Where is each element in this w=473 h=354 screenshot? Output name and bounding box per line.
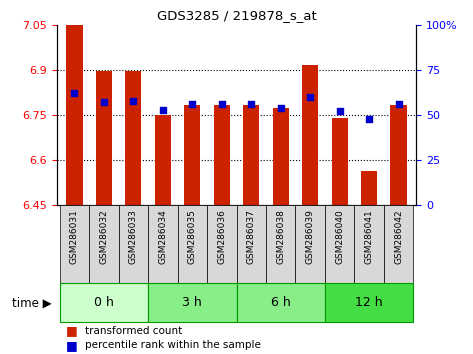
Bar: [296, 205, 325, 283]
Text: GSM286040: GSM286040: [335, 209, 344, 264]
Point: [277, 105, 284, 111]
Bar: [272, 108, 289, 205]
Bar: [243, 104, 259, 205]
Bar: [89, 205, 119, 283]
Point: [159, 107, 166, 113]
Point: [395, 101, 403, 107]
Bar: [148, 205, 177, 283]
Point: [336, 109, 343, 114]
Bar: [325, 283, 413, 322]
Text: GSM286042: GSM286042: [394, 209, 403, 264]
Bar: [302, 65, 318, 205]
Text: GSM286038: GSM286038: [276, 209, 285, 264]
Point: [189, 101, 196, 107]
Bar: [384, 205, 413, 283]
Point: [70, 91, 78, 96]
Bar: [266, 205, 296, 283]
Text: transformed count: transformed count: [85, 326, 183, 336]
Bar: [60, 283, 148, 322]
Bar: [236, 205, 266, 283]
Point: [307, 94, 314, 100]
Bar: [214, 104, 230, 205]
Point: [130, 98, 137, 103]
Text: GSM286041: GSM286041: [365, 209, 374, 264]
Bar: [60, 205, 89, 283]
Text: 6 h: 6 h: [271, 296, 290, 309]
Text: ■: ■: [66, 325, 78, 337]
Bar: [361, 171, 377, 205]
Bar: [390, 104, 407, 205]
Bar: [332, 118, 348, 205]
Bar: [148, 283, 236, 322]
Bar: [155, 115, 171, 205]
Bar: [354, 205, 384, 283]
Point: [100, 99, 108, 105]
Text: 12 h: 12 h: [355, 296, 383, 309]
Bar: [184, 104, 201, 205]
Bar: [177, 205, 207, 283]
Text: GSM286032: GSM286032: [99, 209, 108, 264]
Text: GSM286037: GSM286037: [247, 209, 256, 264]
Bar: [96, 72, 112, 205]
Text: GSM286039: GSM286039: [306, 209, 315, 264]
Text: percentile rank within the sample: percentile rank within the sample: [85, 340, 261, 350]
Text: ■: ■: [66, 339, 78, 352]
Bar: [66, 25, 83, 205]
Text: 0 h: 0 h: [94, 296, 114, 309]
Text: 3 h: 3 h: [183, 296, 202, 309]
Point: [218, 101, 226, 107]
Bar: [236, 283, 325, 322]
Point: [365, 116, 373, 121]
Point: [247, 101, 255, 107]
Text: time ▶: time ▶: [12, 296, 52, 309]
Bar: [125, 72, 141, 205]
Text: GSM286035: GSM286035: [188, 209, 197, 264]
Bar: [119, 205, 148, 283]
Text: GSM286031: GSM286031: [70, 209, 79, 264]
Bar: [207, 205, 236, 283]
Bar: [325, 205, 354, 283]
Text: GSM286034: GSM286034: [158, 209, 167, 264]
Text: GSM286036: GSM286036: [217, 209, 226, 264]
Title: GDS3285 / 219878_s_at: GDS3285 / 219878_s_at: [157, 9, 316, 22]
Text: GSM286033: GSM286033: [129, 209, 138, 264]
